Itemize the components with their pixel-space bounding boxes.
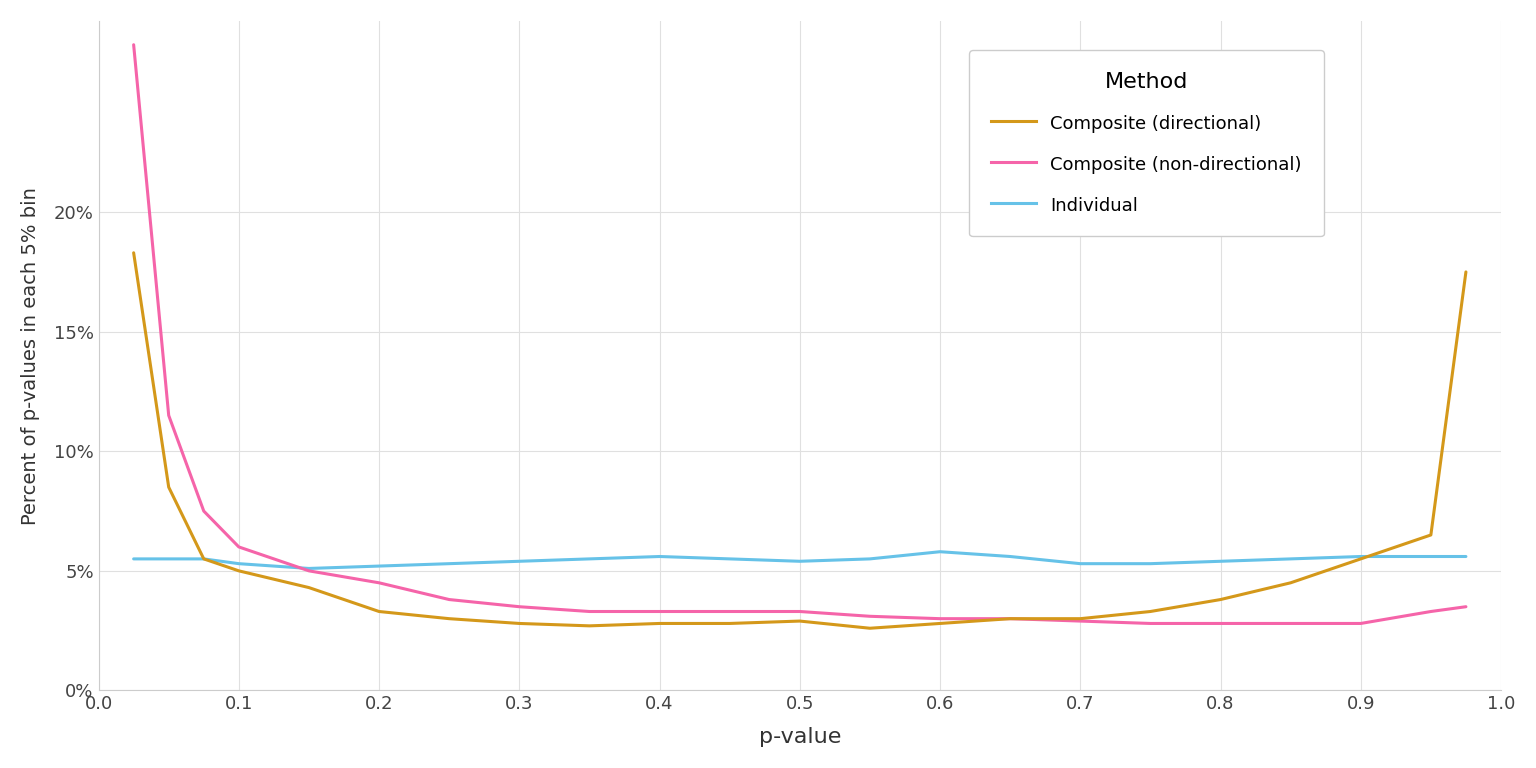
Composite (non-directional) xyxy=(510,602,528,611)
Composite (non-directional) xyxy=(1456,602,1475,611)
Composite (non-directional) xyxy=(791,607,809,616)
Individual xyxy=(300,564,318,573)
Composite (directional) xyxy=(1352,554,1370,564)
Composite (directional) xyxy=(510,619,528,628)
Individual xyxy=(510,557,528,566)
Individual xyxy=(791,557,809,566)
Line: Individual: Individual xyxy=(134,551,1465,568)
Individual xyxy=(124,554,143,564)
Composite (directional) xyxy=(300,583,318,592)
Individual xyxy=(1001,552,1020,561)
Individual xyxy=(229,559,247,568)
Composite (non-directional) xyxy=(1281,619,1299,628)
Composite (non-directional) xyxy=(160,411,178,420)
Composite (non-directional) xyxy=(124,40,143,49)
Composite (non-directional) xyxy=(300,566,318,575)
Individual xyxy=(1212,557,1230,566)
Composite (non-directional) xyxy=(1141,619,1160,628)
Composite (directional) xyxy=(1001,614,1020,624)
Composite (non-directional) xyxy=(1352,619,1370,628)
Composite (directional) xyxy=(650,619,668,628)
Composite (non-directional) xyxy=(1001,614,1020,624)
Legend: Composite (directional), Composite (non-directional), Individual: Composite (directional), Composite (non-… xyxy=(969,50,1324,237)
Composite (directional) xyxy=(720,619,739,628)
Individual xyxy=(1071,559,1089,568)
Individual xyxy=(1456,552,1475,561)
Individual xyxy=(581,554,599,564)
Individual xyxy=(1352,552,1370,561)
Composite (directional) xyxy=(229,566,247,575)
Individual xyxy=(931,547,949,556)
Composite (directional) xyxy=(1456,267,1475,276)
Composite (directional) xyxy=(124,248,143,257)
Composite (directional) xyxy=(860,624,879,633)
X-axis label: p-value: p-value xyxy=(759,727,842,747)
Individual xyxy=(370,561,389,571)
Composite (directional) xyxy=(581,621,599,631)
Composite (non-directional) xyxy=(931,614,949,624)
Individual xyxy=(1422,552,1441,561)
Composite (directional) xyxy=(160,482,178,492)
Individual xyxy=(195,554,214,564)
Composite (directional) xyxy=(1281,578,1299,588)
Y-axis label: Percent of p-values in each 5% bin: Percent of p-values in each 5% bin xyxy=(22,187,40,525)
Composite (directional) xyxy=(1141,607,1160,616)
Individual xyxy=(650,552,668,561)
Individual xyxy=(1281,554,1299,564)
Composite (directional) xyxy=(1212,595,1230,604)
Composite (non-directional) xyxy=(860,611,879,621)
Composite (non-directional) xyxy=(1422,607,1441,616)
Composite (non-directional) xyxy=(1212,619,1230,628)
Composite (non-directional) xyxy=(720,607,739,616)
Individual xyxy=(439,559,458,568)
Composite (non-directional) xyxy=(229,542,247,551)
Composite (directional) xyxy=(1422,531,1441,540)
Composite (non-directional) xyxy=(581,607,599,616)
Individual xyxy=(1141,559,1160,568)
Composite (directional) xyxy=(931,619,949,628)
Composite (non-directional) xyxy=(439,595,458,604)
Composite (directional) xyxy=(370,607,389,616)
Composite (directional) xyxy=(439,614,458,624)
Individual xyxy=(160,554,178,564)
Composite (directional) xyxy=(791,617,809,626)
Individual xyxy=(860,554,879,564)
Line: Composite (non-directional): Composite (non-directional) xyxy=(134,45,1465,624)
Line: Composite (directional): Composite (directional) xyxy=(134,253,1465,628)
Individual xyxy=(720,554,739,564)
Composite (non-directional) xyxy=(650,607,668,616)
Composite (non-directional) xyxy=(370,578,389,588)
Composite (non-directional) xyxy=(1071,617,1089,626)
Composite (non-directional) xyxy=(195,506,214,515)
Composite (directional) xyxy=(1071,614,1089,624)
Composite (directional) xyxy=(195,554,214,564)
